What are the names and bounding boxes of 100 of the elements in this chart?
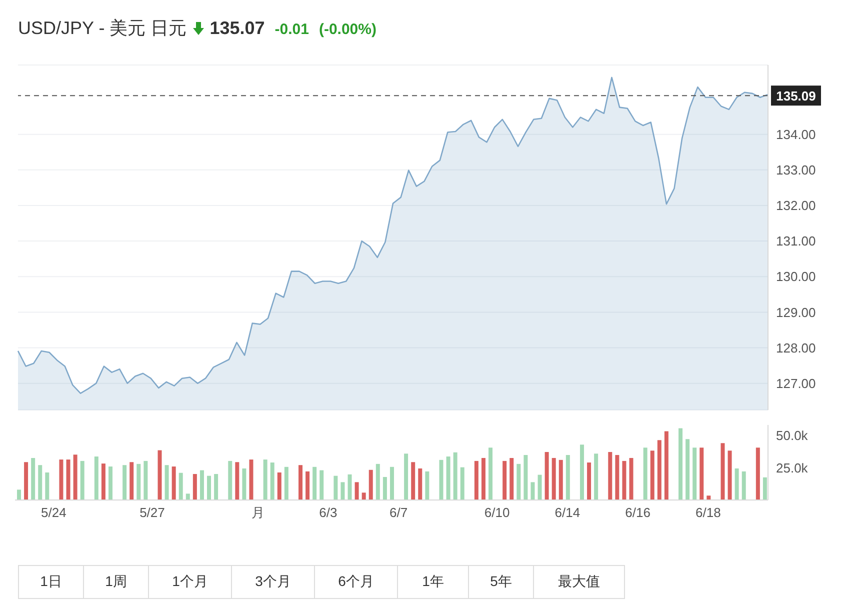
text: 1年 <box>397 566 468 598</box>
bar <box>453 452 458 500</box>
y-tick-label: 131.00 <box>776 234 816 249</box>
bar <box>376 464 380 500</box>
x-tick-label: 月 <box>251 505 264 520</box>
x-tick-label: 6/16 <box>625 505 650 520</box>
bar <box>488 448 493 500</box>
bar <box>664 431 668 500</box>
x-tick-label: 6/10 <box>484 505 510 520</box>
bar <box>284 466 288 500</box>
bar <box>235 462 240 500</box>
bar <box>524 455 528 500</box>
bar <box>594 454 598 500</box>
bar <box>17 490 21 500</box>
y-tick-label: 128.00 <box>776 340 816 356</box>
bar <box>277 472 282 500</box>
bar <box>45 472 50 500</box>
bar <box>650 450 654 500</box>
bar <box>700 448 704 500</box>
bar <box>657 440 662 500</box>
bar <box>460 467 464 500</box>
bar <box>502 460 507 500</box>
ref-line-label: 135.09 <box>776 88 816 104</box>
bar <box>158 450 162 500</box>
chart-title: USD/JPY - 美元 日元 <box>18 17 187 40</box>
bar <box>382 476 387 500</box>
bar <box>312 466 317 500</box>
bar <box>228 460 232 500</box>
bar <box>608 452 612 500</box>
bar <box>334 476 338 500</box>
bar <box>31 458 36 500</box>
bar <box>38 465 42 500</box>
bar <box>144 460 148 500</box>
bar <box>742 471 746 500</box>
bar <box>629 458 634 500</box>
bar <box>756 448 760 500</box>
bar <box>130 462 134 500</box>
bar <box>348 474 352 500</box>
text: 6个月 <box>314 566 397 598</box>
bar <box>207 476 212 500</box>
y-tick-label: 25.0k <box>776 460 808 476</box>
bar <box>263 460 268 500</box>
bar <box>692 448 697 500</box>
bar <box>24 462 28 500</box>
bar <box>192 474 197 500</box>
bar <box>340 482 345 500</box>
bar <box>734 468 739 500</box>
y-tick-label: 130.00 <box>776 269 816 284</box>
x-tick-label: 5/27 <box>140 505 165 520</box>
bar <box>200 470 204 500</box>
text: 135.07 <box>210 18 265 39</box>
bar <box>362 492 366 500</box>
bar <box>404 454 408 500</box>
bar <box>108 466 112 500</box>
text: 最大值 <box>533 566 624 598</box>
text: 1日 <box>39 572 63 591</box>
bar <box>411 462 416 500</box>
bar <box>439 460 444 500</box>
bar <box>587 462 592 500</box>
bar <box>474 460 478 500</box>
bar <box>80 460 84 500</box>
bar <box>59 460 64 500</box>
bar <box>368 470 373 500</box>
bar <box>242 468 246 500</box>
x-tick-label: 6/18 <box>696 505 721 520</box>
bar <box>530 482 535 500</box>
text: 1周 <box>83 566 148 598</box>
bar <box>622 460 626 500</box>
y-tick-label: 129.00 <box>776 304 816 320</box>
x-tick-label: 6/7 <box>390 505 408 520</box>
bar <box>728 450 732 500</box>
y-tick-label: 50.0k <box>776 428 808 443</box>
bar <box>643 448 648 500</box>
bar <box>516 464 521 500</box>
x-tick-label: 6/14 <box>554 505 580 520</box>
bar <box>390 466 394 500</box>
bar <box>678 428 683 500</box>
bar <box>122 465 127 500</box>
bar <box>178 472 183 500</box>
bar <box>136 464 141 500</box>
bar <box>164 465 169 500</box>
bar <box>418 468 422 500</box>
y-tick-label: 132.00 <box>776 198 816 214</box>
bar <box>354 482 359 500</box>
x-tick-label: 5/24 <box>41 505 66 520</box>
bar <box>446 456 450 500</box>
bar <box>481 458 486 500</box>
bar <box>270 462 274 500</box>
x-tick-label: 6/3 <box>319 505 338 520</box>
text: 1个月 <box>148 566 231 598</box>
bar <box>101 464 106 500</box>
bar <box>425 471 430 500</box>
bar <box>615 455 620 500</box>
bar <box>538 474 542 500</box>
bar <box>558 460 563 500</box>
y-tick-label: 133.00 <box>776 162 816 178</box>
bar <box>66 460 70 500</box>
y-tick-label: 134.00 <box>776 126 816 142</box>
bar <box>552 458 556 500</box>
bar <box>94 456 98 500</box>
